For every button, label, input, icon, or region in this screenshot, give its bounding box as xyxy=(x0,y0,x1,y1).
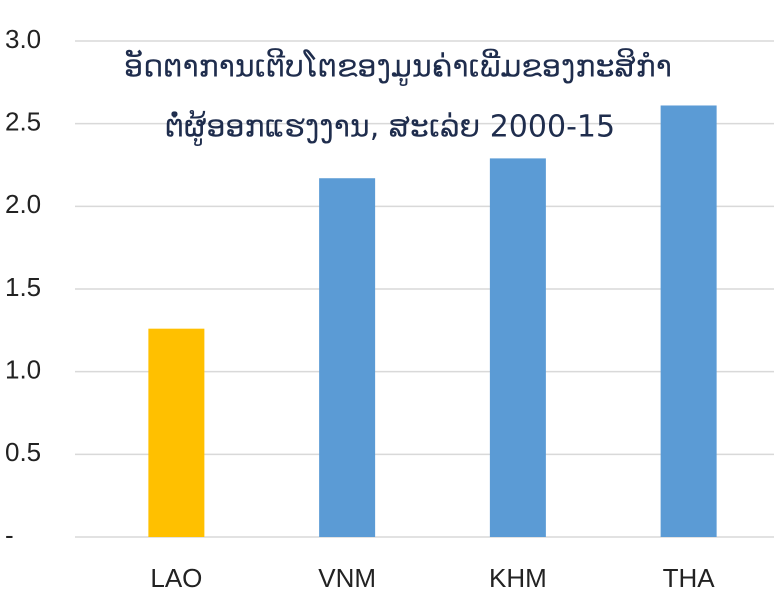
y-tick-label: - xyxy=(5,520,14,550)
bar xyxy=(489,158,546,538)
x-tick-label: KHM xyxy=(489,563,547,592)
bar xyxy=(660,105,717,537)
y-tick-label: 3.0 xyxy=(5,24,41,54)
x-tick-label: LAO xyxy=(150,563,202,592)
y-tick-label: 1.0 xyxy=(5,355,41,385)
bar xyxy=(319,178,376,537)
x-tick-label: THA xyxy=(663,563,716,592)
chart-title: ອັດຕາການເຕີບໂຕຂອງມູນຄ່າເພີ່ມຂອງກະສິກຳ xyxy=(124,48,672,86)
chart-title: ຕໍ່ຜູ້ອອກແຮງງານ, ສະເລ່ຍ 2000-15 xyxy=(165,109,615,145)
y-tick-label: 2.0 xyxy=(5,189,41,219)
y-tick-label: 1.5 xyxy=(5,272,41,302)
y-tick-label: 2.5 xyxy=(5,107,41,137)
x-tick-label: VNM xyxy=(318,563,376,592)
y-tick-label: 0.5 xyxy=(5,437,41,467)
bar xyxy=(148,328,205,537)
